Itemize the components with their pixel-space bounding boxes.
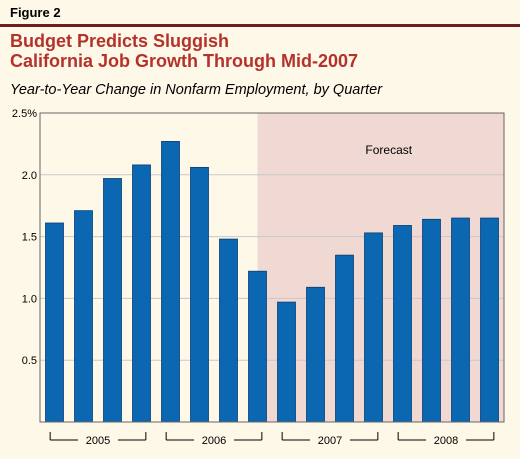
bar xyxy=(74,210,93,423)
x-year-label: 2005 xyxy=(86,435,110,447)
y-tick-label: 1.5 xyxy=(22,232,37,244)
figure-label: Figure 2 xyxy=(10,5,61,20)
y-tick-label: 1.0 xyxy=(22,293,37,305)
bar xyxy=(219,238,238,423)
y-tick-label: 2.5% xyxy=(12,108,37,120)
plot-border xyxy=(39,112,505,423)
x-year-label: 2007 xyxy=(318,435,342,447)
forecast-label: Forecast xyxy=(365,143,412,157)
bar xyxy=(277,301,296,423)
y-tick-label: 2.0 xyxy=(22,170,37,182)
bar xyxy=(45,222,64,423)
bar xyxy=(393,225,412,423)
x-year-label: 2006 xyxy=(202,435,226,447)
bar xyxy=(422,218,441,423)
bar xyxy=(161,141,180,423)
bar xyxy=(306,286,325,423)
bar xyxy=(480,217,499,423)
chart-title-line-2: California Job Growth Through Mid-2007 xyxy=(10,51,359,71)
bar xyxy=(335,254,354,423)
bar xyxy=(248,270,267,423)
y-tick-label: 0.5 xyxy=(22,355,37,367)
bar xyxy=(132,164,151,423)
bar xyxy=(364,232,383,423)
bar xyxy=(103,178,122,423)
chart-title-line-1: Budget Predicts Sluggish xyxy=(10,31,230,51)
chart-subtitle: Year-to-Year Change in Nonfarm Employmen… xyxy=(10,82,383,98)
chart-title: Budget Predicts Sluggish California Job … xyxy=(10,31,358,71)
bar xyxy=(451,217,470,423)
header-rule xyxy=(0,24,520,27)
bar xyxy=(190,166,209,423)
x-year-label: 2008 xyxy=(434,435,458,447)
